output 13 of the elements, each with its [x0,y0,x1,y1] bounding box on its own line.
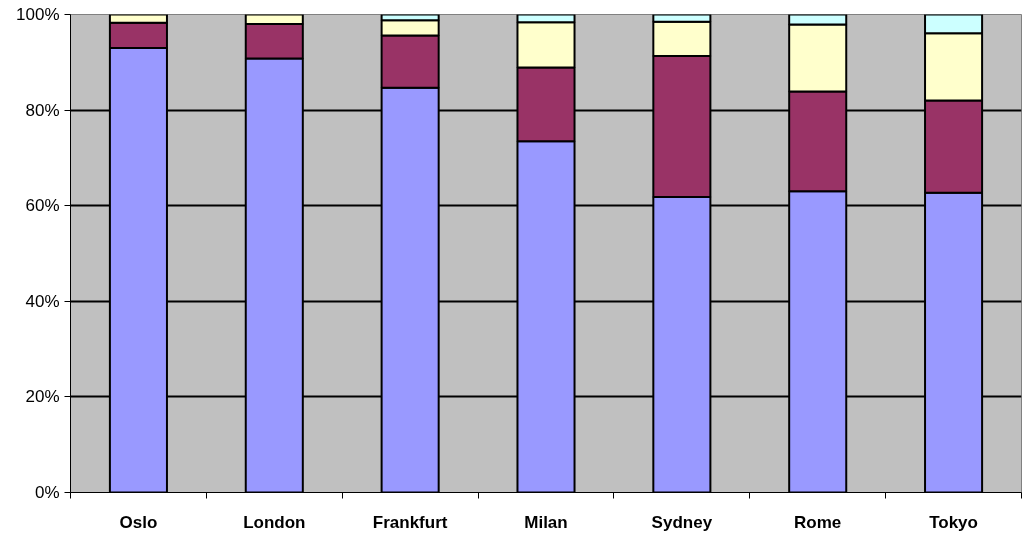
x-tick-label: Tokyo [929,512,978,532]
x-tick-label: Milan [524,512,568,532]
y-tick-label: 80% [25,100,60,120]
y-tick-label: 100% [16,5,60,24]
x-tick-label: Sydney [651,512,713,532]
x-tick-label: London [243,512,306,532]
x-tick-label: Rome [794,512,842,532]
y-tick-label: 0% [34,483,60,502]
y-tick-label: 60% [25,196,60,216]
x-tick-label: Frankfurt [372,512,448,532]
x-tick-label: Oslo [119,512,158,532]
y-tick-label: 40% [25,291,60,311]
y-tick-label: 20% [25,387,60,407]
